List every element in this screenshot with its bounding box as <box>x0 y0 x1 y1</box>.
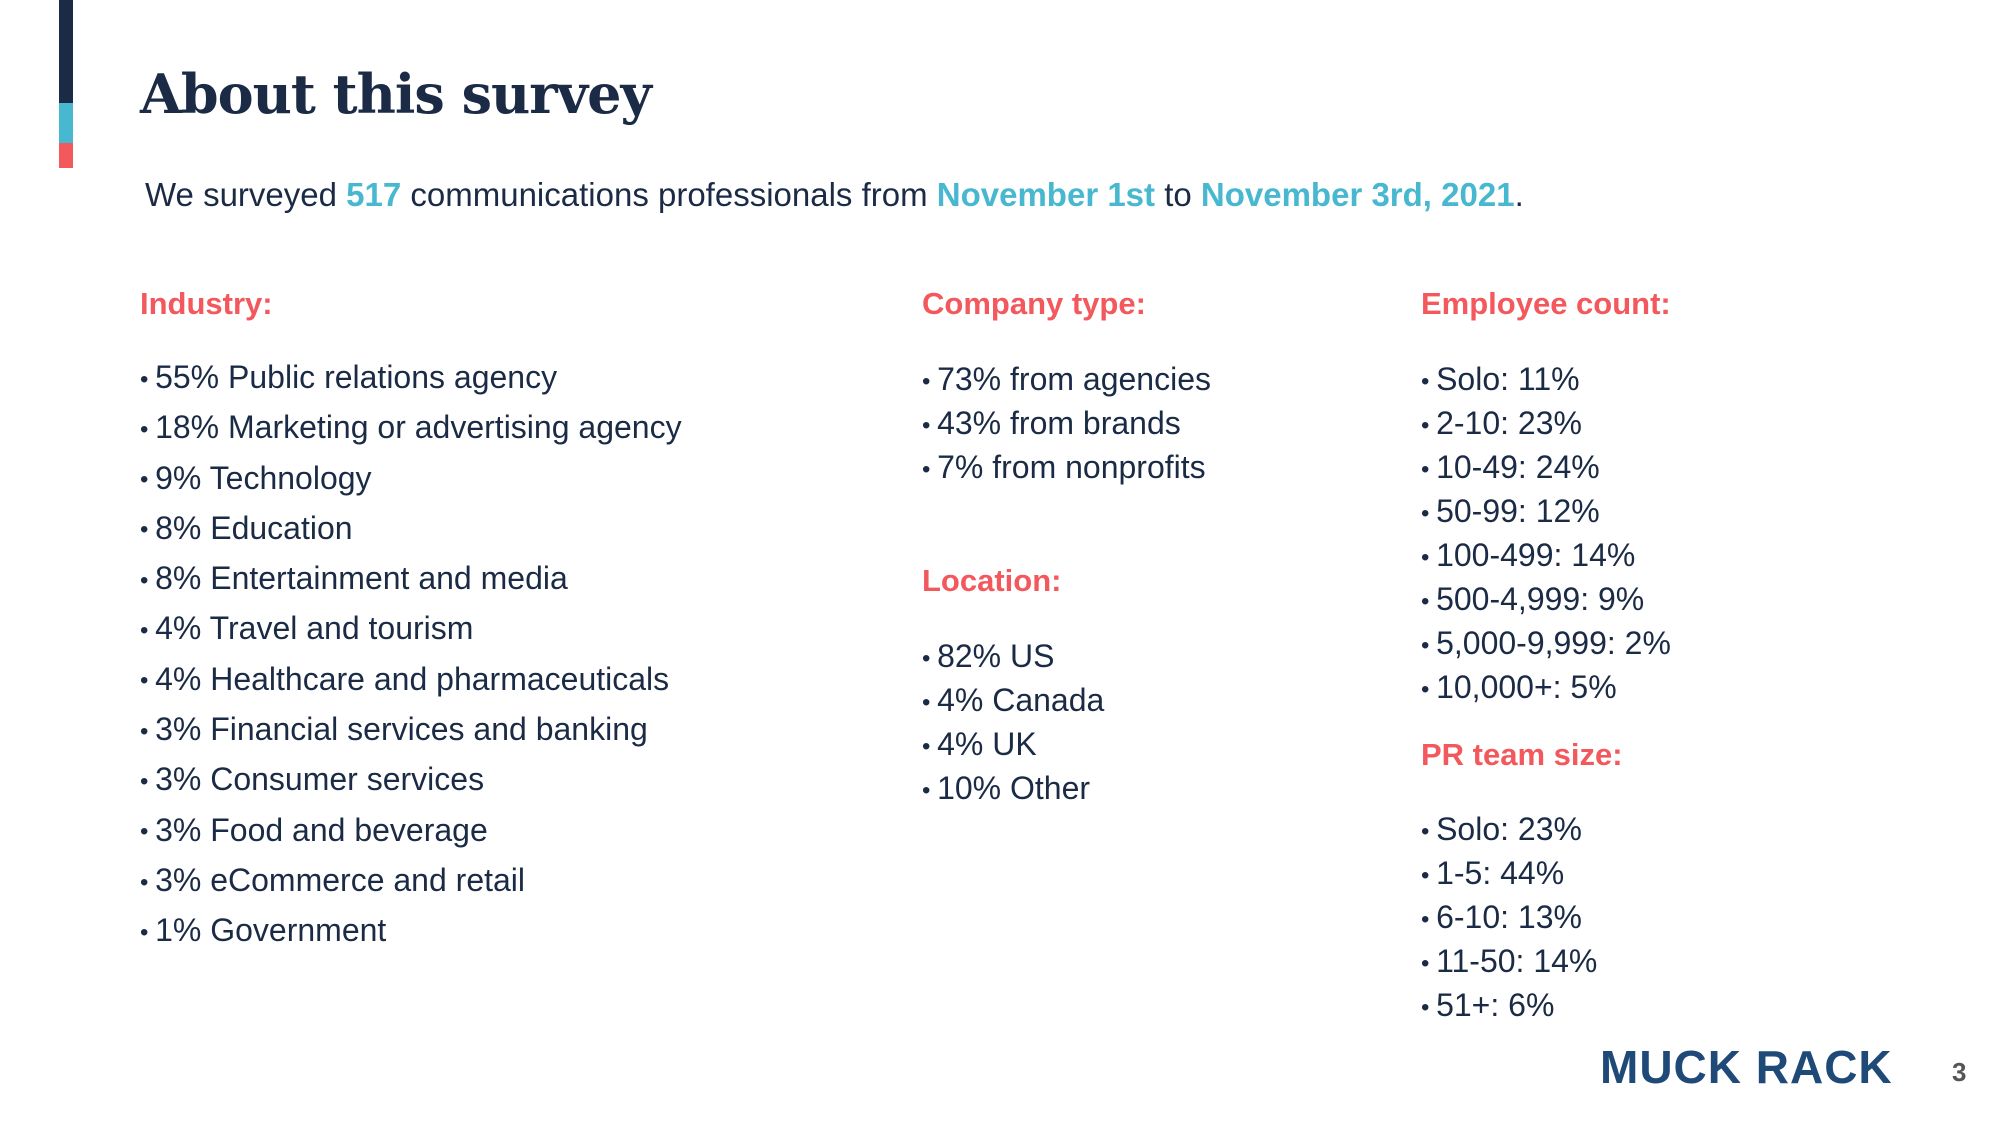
page-title: About this survey <box>140 62 652 126</box>
list-item: 43% from brands <box>922 401 1211 445</box>
list-item: 18% Marketing or advertising agency <box>140 402 682 452</box>
survey-summary: We surveyed 517 communications professio… <box>145 176 1524 214</box>
start-date: November 1st <box>936 176 1156 213</box>
accent-bar-navy <box>59 0 73 103</box>
end-date: November 3rd, 2021 <box>1200 176 1515 213</box>
list-item: 10% Other <box>922 766 1104 810</box>
list-item: 73% from agencies <box>922 357 1211 401</box>
industry-heading: Industry: <box>140 286 273 321</box>
list-item: 3% Financial services and banking <box>140 704 682 754</box>
list-item: 50-99: 12% <box>1421 489 1671 533</box>
summary-text: to <box>1155 176 1201 213</box>
list-item: 4% Travel and tourism <box>140 603 682 653</box>
muck-rack-logo: MUCK RACK <box>1600 1041 1893 1093</box>
list-item: 100-499: 14% <box>1421 533 1671 577</box>
list-item: 3% Consumer services <box>140 754 682 804</box>
list-item: 4% Canada <box>922 678 1104 722</box>
summary-text: communications professionals from <box>401 176 937 213</box>
page-number: 3 <box>1952 1057 1967 1087</box>
list-item: 55% Public relations agency <box>140 352 682 402</box>
industry-list: 55% Public relations agency18% Marketing… <box>140 352 682 956</box>
list-item: 4% UK <box>922 722 1104 766</box>
summary-text: . <box>1514 176 1524 213</box>
list-item: 500-4,999: 9% <box>1421 577 1671 621</box>
list-item: 9% Technology <box>140 453 682 503</box>
list-item: 8% Entertainment and media <box>140 553 682 603</box>
list-item: 11-50: 14% <box>1421 939 1597 983</box>
list-item: 6-10: 13% <box>1421 895 1597 939</box>
pr-team-size-list: Solo: 23%1-5: 44%6-10: 13%11-50: 14%51+:… <box>1421 807 1597 1027</box>
accent-bar-teal <box>59 103 73 143</box>
respondent-count: 517 <box>346 176 402 213</box>
list-item: 10,000+: 5% <box>1421 665 1671 709</box>
list-item: 51+: 6% <box>1421 983 1597 1027</box>
list-item: 2-10: 23% <box>1421 401 1671 445</box>
list-item: 7% from nonprofits <box>922 445 1211 489</box>
list-item: Solo: 11% <box>1421 357 1671 401</box>
list-item: 10-49: 24% <box>1421 445 1671 489</box>
list-item: 4% Healthcare and pharmaceuticals <box>140 654 682 704</box>
pr-team-size-heading: PR team size: <box>1421 737 1623 772</box>
accent-bar-coral <box>59 143 73 168</box>
location-list: 82% US4% Canada4% UK10% Other <box>922 634 1104 810</box>
summary-text: We surveyed <box>145 176 347 213</box>
employee-count-list: Solo: 11%2-10: 23%10-49: 24%50-99: 12%10… <box>1421 357 1671 709</box>
list-item: 8% Education <box>140 503 682 553</box>
list-item: Solo: 23% <box>1421 807 1597 851</box>
location-heading: Location: <box>922 563 1062 598</box>
list-item: 1% Government <box>140 905 682 955</box>
company-type-list: 73% from agencies43% from brands7% from … <box>922 357 1211 489</box>
company-type-heading: Company type: <box>922 286 1146 321</box>
list-item: 1-5: 44% <box>1421 851 1597 895</box>
list-item: 3% Food and beverage <box>140 805 682 855</box>
list-item: 82% US <box>922 634 1104 678</box>
employee-count-heading: Employee count: <box>1421 286 1671 321</box>
list-item: 5,000-9,999: 2% <box>1421 621 1671 665</box>
list-item: 3% eCommerce and retail <box>140 855 682 905</box>
